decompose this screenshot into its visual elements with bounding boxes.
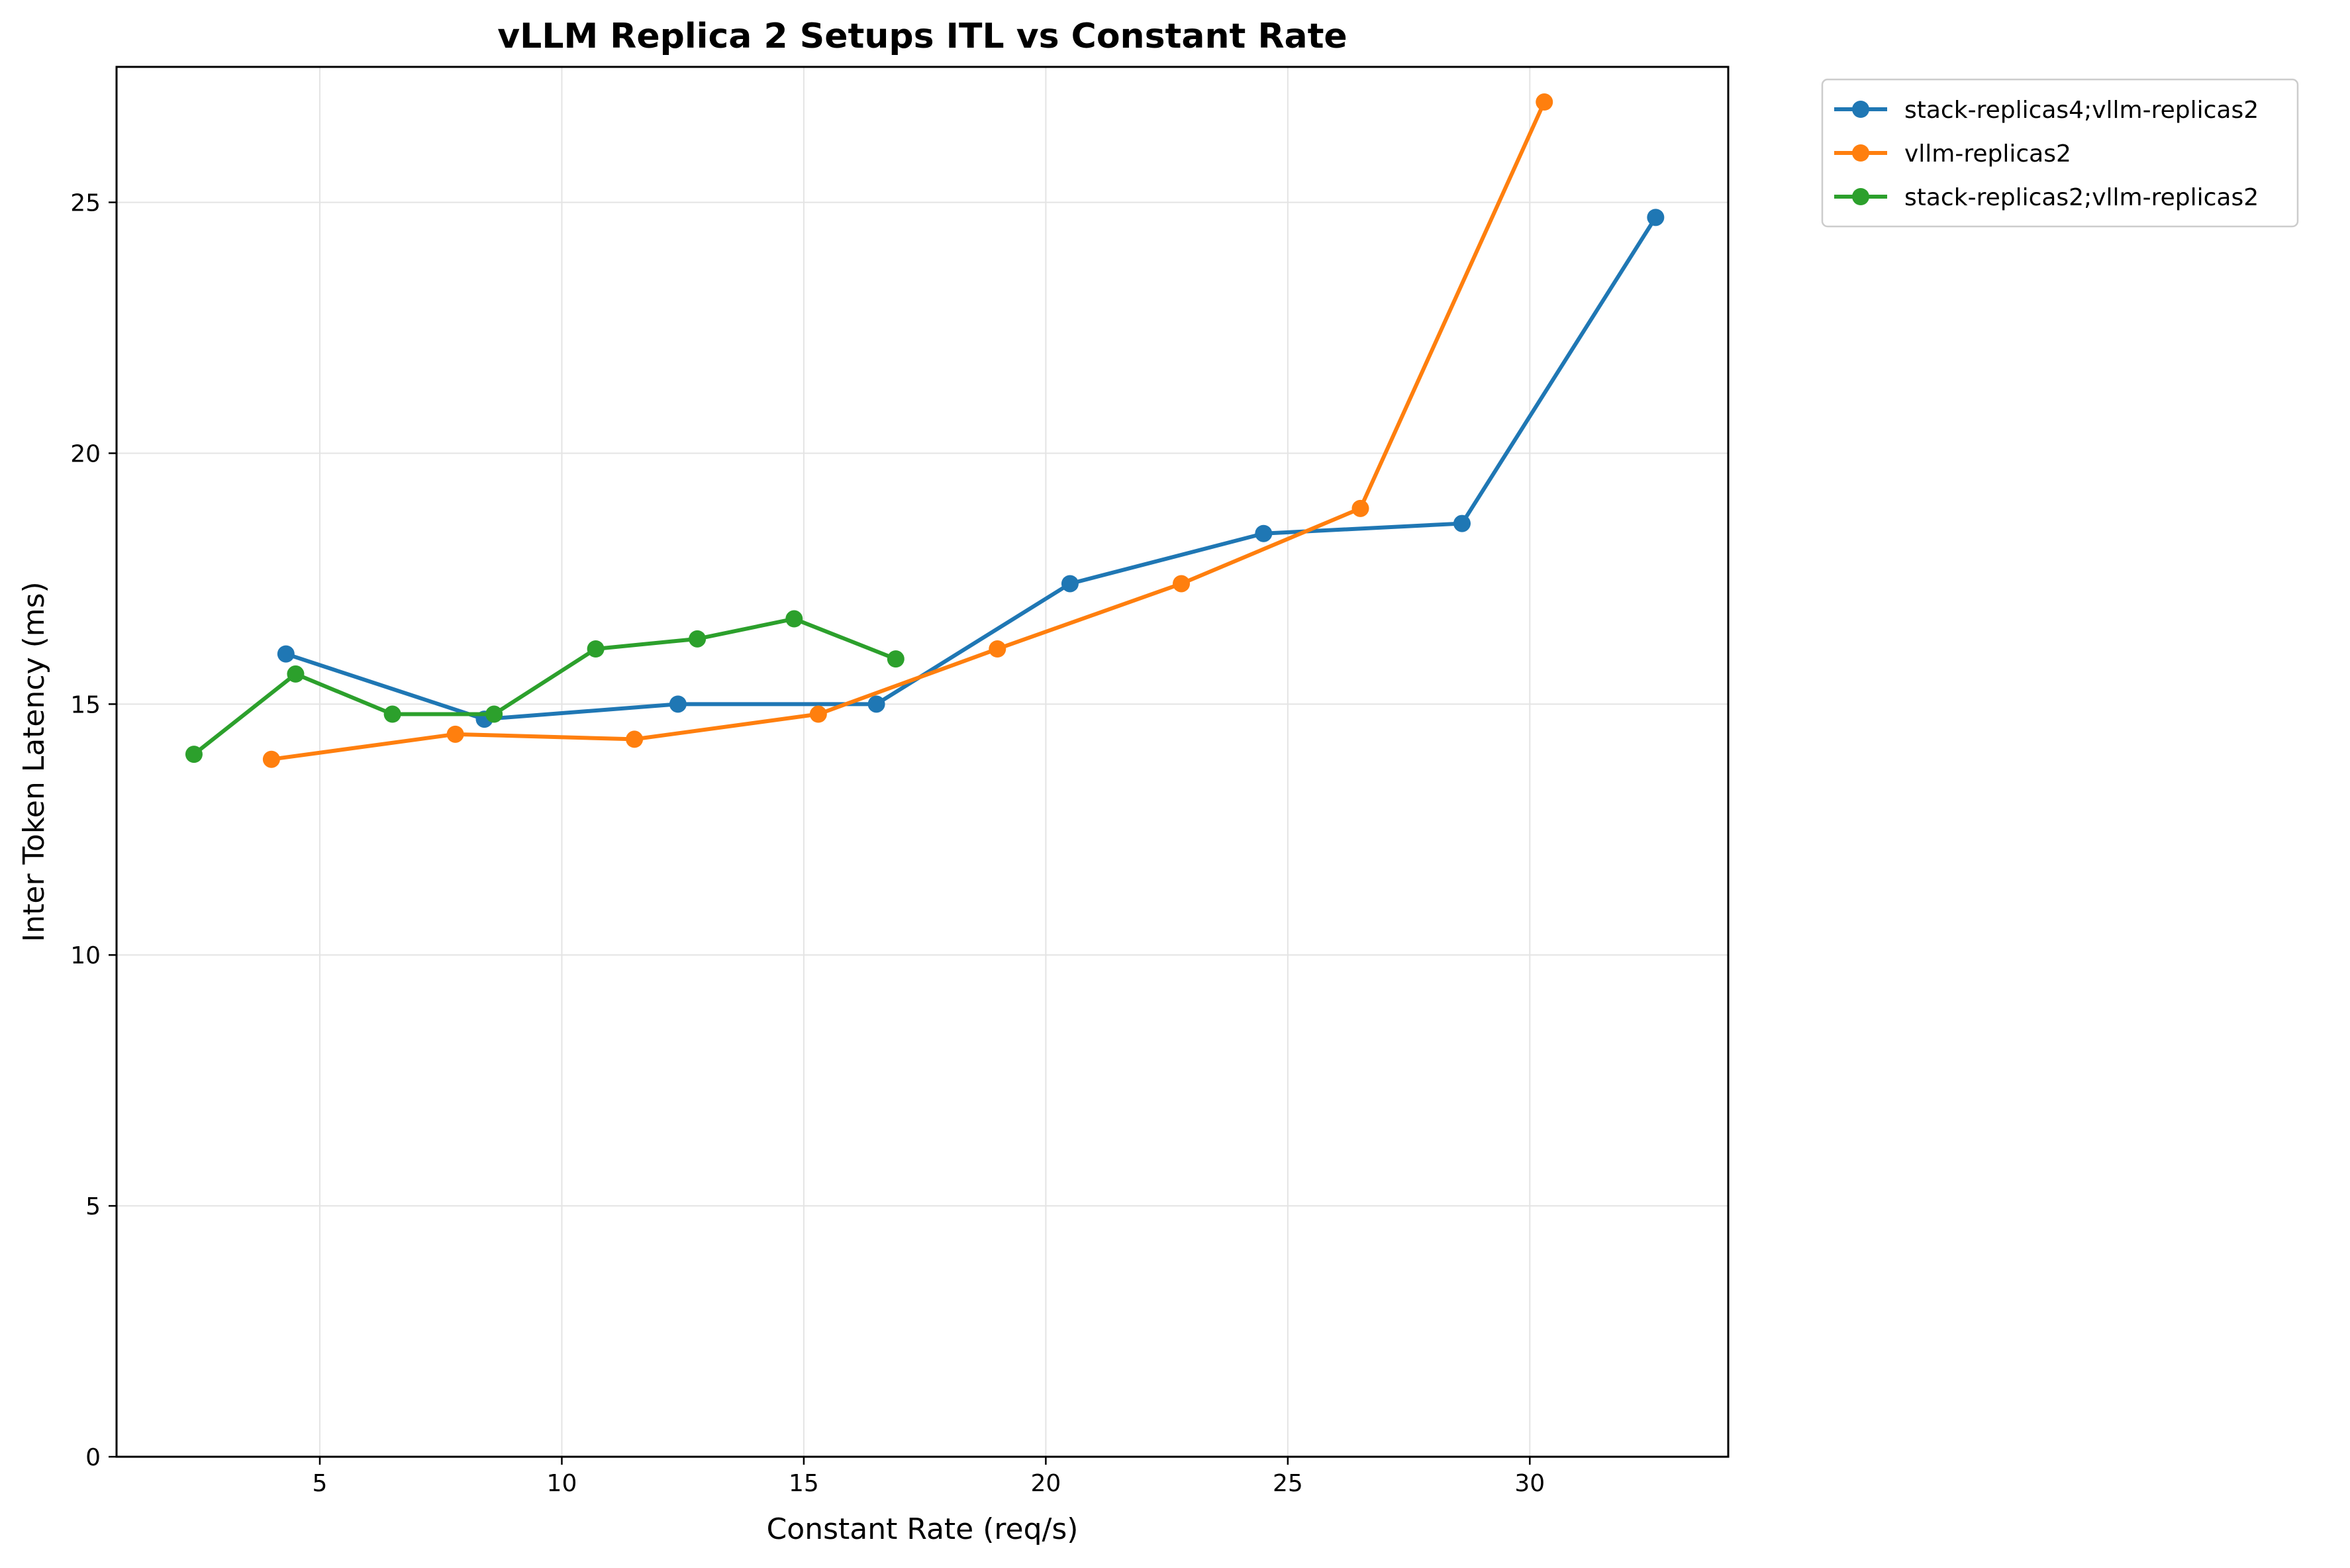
data-point — [383, 705, 401, 723]
legend-label: stack-replicas4;vllm-replicas2 — [1904, 97, 2259, 124]
legend-item: vllm-replicas2 — [1834, 140, 2071, 168]
series-1 — [277, 209, 1665, 728]
x-tick-label: 25 — [1273, 1470, 1303, 1497]
data-point — [1453, 514, 1471, 532]
data-point — [277, 645, 295, 663]
legend-label: vllm-replicas2 — [1904, 140, 2071, 168]
legend: stack-replicas4;vllm-replicas2 vllm-repli… — [1821, 78, 2299, 228]
x-tick-label: 5 — [313, 1470, 328, 1497]
data-point — [989, 640, 1006, 658]
data-point — [446, 725, 464, 743]
data-point — [1061, 575, 1079, 593]
data-point — [287, 665, 305, 683]
chart-title: vLLM Replica 2 Setups ITL vs Constant Ra… — [497, 17, 1347, 56]
data-point — [262, 750, 280, 768]
legend-box — [1821, 78, 2299, 228]
y-tick-label: 25 — [70, 190, 101, 217]
data-point — [867, 695, 885, 713]
data-point — [1647, 209, 1665, 226]
legend-item: stack-replicas2;vllm-replicas2 — [1834, 184, 2259, 211]
data-point — [887, 650, 905, 668]
data-point — [1536, 93, 1553, 111]
series-line — [191, 616, 898, 757]
y-axis-label: Inter Token Latency (ms) — [17, 581, 51, 942]
data-point — [587, 640, 605, 658]
data-point — [785, 610, 803, 628]
series-line — [269, 100, 1547, 761]
legend-marker — [1852, 144, 1869, 162]
x-tick-label: 20 — [1030, 1470, 1061, 1497]
data-point — [1173, 575, 1191, 593]
y-tick-label: 15 — [70, 691, 101, 718]
x-axis-label: Constant Rate (req/s) — [767, 1512, 1079, 1546]
data-point — [185, 746, 203, 763]
y-tick-label: 0 — [85, 1444, 101, 1471]
legend-label: stack-replicas2;vllm-replicas2 — [1904, 184, 2259, 211]
series-2 — [262, 93, 1553, 768]
series-layer — [185, 93, 1665, 768]
plot-frame — [115, 66, 1730, 1458]
data-point — [1255, 524, 1273, 542]
y-tick-label: 5 — [85, 1193, 101, 1220]
legend-item: stack-replicas4;vllm-replicas2 — [1834, 97, 2259, 124]
x-tick-label: 10 — [547, 1470, 577, 1497]
legend-marker — [1852, 188, 1869, 205]
y-tick-label: 10 — [70, 942, 101, 969]
x-tick-label: 30 — [1514, 1470, 1545, 1497]
data-point — [689, 630, 707, 648]
legend-marker — [1852, 101, 1869, 118]
data-point — [485, 705, 503, 723]
x-tick-label: 15 — [789, 1470, 819, 1497]
ticks: 5 10 15 20 25 30 0 5 10 15 20 25 — [70, 190, 1545, 1497]
data-point — [669, 695, 687, 713]
data-point — [1351, 499, 1369, 517]
data-point — [626, 730, 644, 748]
data-point — [809, 705, 827, 723]
y-tick-label: 20 — [70, 440, 101, 467]
series-line — [283, 215, 1658, 722]
series-3 — [185, 610, 905, 763]
